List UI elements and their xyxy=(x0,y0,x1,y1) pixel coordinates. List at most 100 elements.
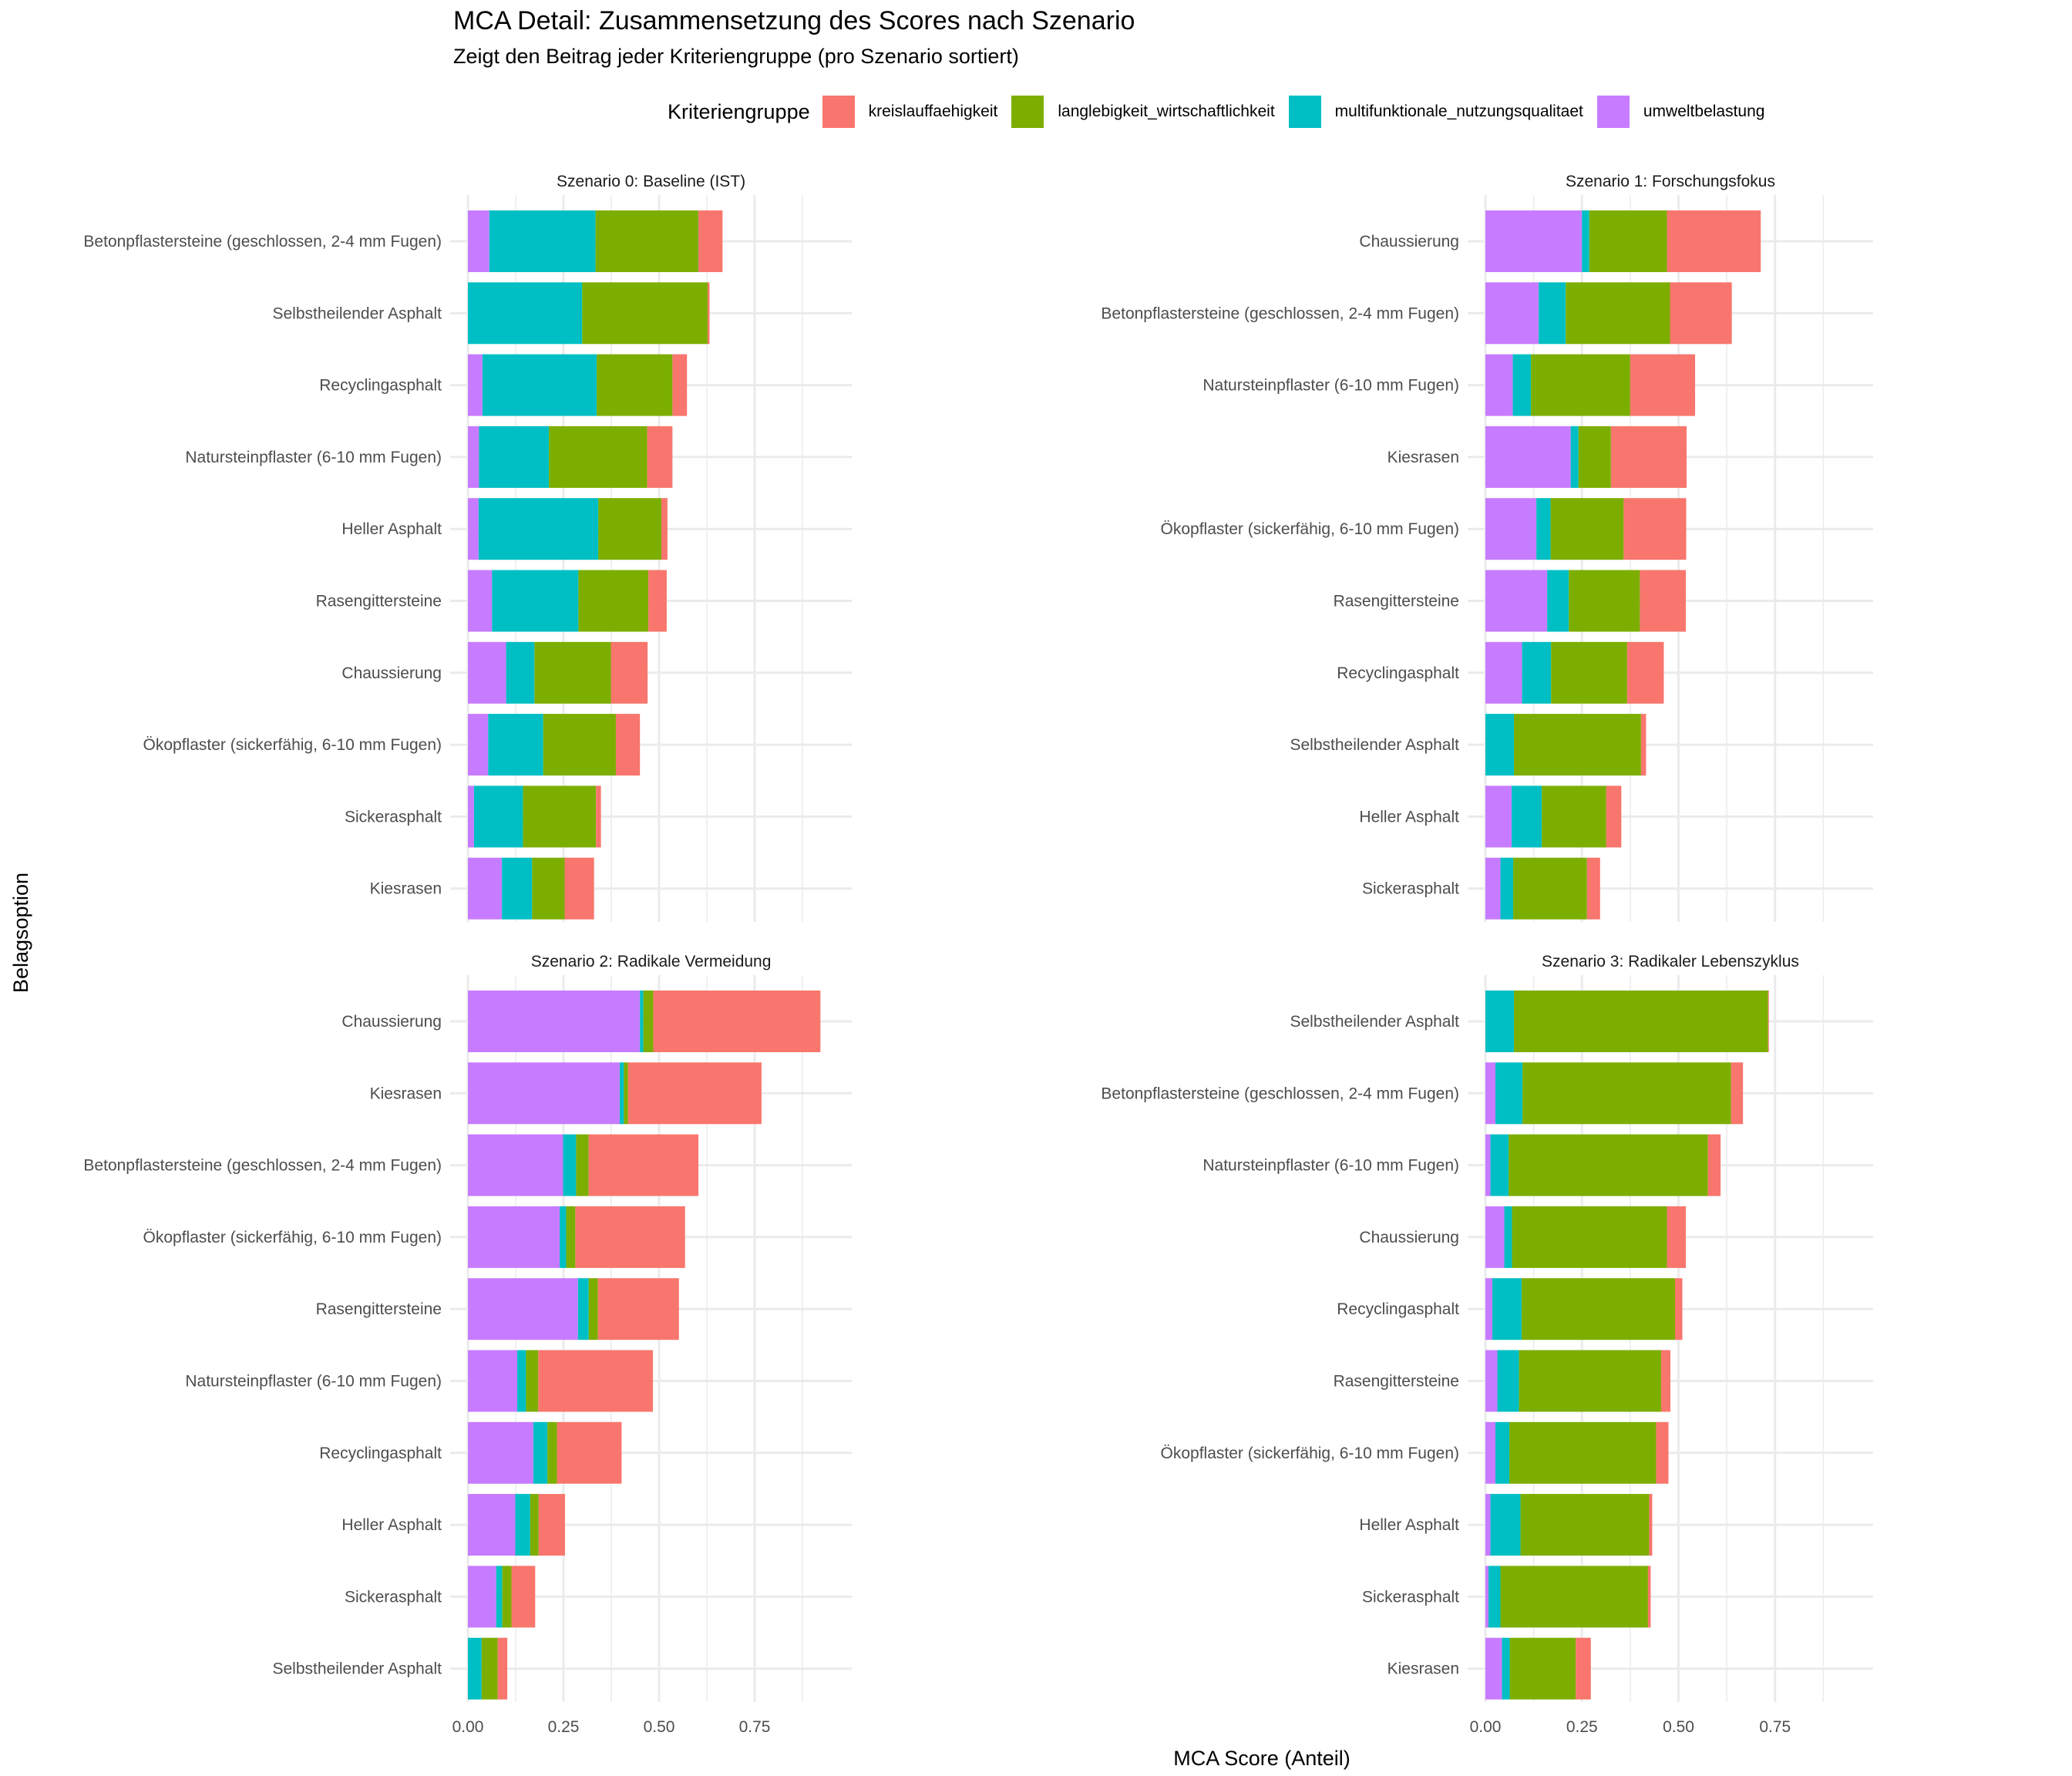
legend: Kriteriengruppe kreislauffaehigkeit lang… xyxy=(668,94,1778,130)
bar-segment-multifunktionale_nutzungsqualitaet xyxy=(496,1566,503,1628)
bar-segment-langlebigkeit_wirtschaftlichkeit xyxy=(1569,570,1640,632)
bar-segment-kreislauffaehigkeit xyxy=(1640,714,1646,776)
legend-title: Kriteriengruppe xyxy=(668,99,810,123)
bar-segment-umweltbelastung xyxy=(468,714,489,776)
bar-segment-kreislauffaehigkeit xyxy=(661,498,668,560)
bar-segment-langlebigkeit_wirtschaftlichkeit xyxy=(502,1566,512,1628)
y-tick-label: Betonpflastersteine (geschlossen, 2-4 mm… xyxy=(83,1157,442,1175)
x-tick-label: 0.25 xyxy=(1566,1718,1598,1736)
legend-label: kreislauffaehigkeit xyxy=(868,103,998,120)
bar-segment-langlebigkeit_wirtschaftlichkeit xyxy=(1509,1421,1657,1484)
bar-segment-umweltbelastung xyxy=(1485,1350,1498,1412)
bar-segment-multifunktionale_nutzungsqualitaet xyxy=(1512,785,1542,848)
bar-segment-umweltbelastung xyxy=(468,1350,517,1412)
x-axis-title: MCA Score (Anteil) xyxy=(1173,1747,1350,1770)
bar-segment-kreislauffaehigkeit xyxy=(1626,641,1664,704)
bar-segment-multifunktionale_nutzungsqualitaet xyxy=(473,785,523,848)
y-tick-label: Betonpflastersteine (geschlossen, 2-4 mm… xyxy=(1101,1085,1459,1102)
bar-segment-multifunktionale_nutzungsqualitaet xyxy=(563,1134,577,1196)
y-tick-label: Kiesrasen xyxy=(370,1085,442,1102)
y-tick-label: Ökopflaster (sickerfähig, 6-10 mm Fugen) xyxy=(143,1229,442,1246)
bar-segment-langlebigkeit_wirtschaftlichkeit xyxy=(595,210,699,272)
bar-segment-kreislauffaehigkeit xyxy=(596,785,601,848)
bar-segment-langlebigkeit_wirtschaftlichkeit xyxy=(578,570,649,632)
bar-segment-multifunktionale_nutzungsqualitaet xyxy=(502,857,533,920)
bar-segment-multifunktionale_nutzungsqualitaet xyxy=(640,991,644,1052)
facet-title: Szenario 2: Radikale Vermeidung xyxy=(531,953,772,970)
bar-segment-umweltbelastung xyxy=(468,1206,560,1268)
y-tick-label: Selbstheilender Asphalt xyxy=(1290,1013,1460,1031)
bar-segment-langlebigkeit_wirtschaftlichkeit xyxy=(1522,1062,1731,1125)
y-tick-label: Heller Asphalt xyxy=(341,520,442,538)
bar-segment-langlebigkeit_wirtschaftlichkeit xyxy=(624,1062,628,1125)
bar-segment-multifunktionale_nutzungsqualitaet xyxy=(1547,570,1569,632)
bar-segment-kreislauffaehigkeit xyxy=(1623,498,1687,560)
bar-segment-multifunktionale_nutzungsqualitaet xyxy=(1495,1062,1523,1125)
bar-segment-multifunktionale_nutzungsqualitaet xyxy=(1490,1494,1521,1556)
bar-segment-umweltbelastung xyxy=(1485,1278,1493,1340)
x-tick-label: 0.50 xyxy=(644,1718,675,1736)
bar-segment-kreislauffaehigkeit xyxy=(707,282,710,345)
bar-segment-langlebigkeit_wirtschaftlichkeit xyxy=(1519,1350,1661,1412)
bar-segment-multifunktionale_nutzungsqualitaet xyxy=(1504,1206,1512,1268)
bar-segment-umweltbelastung xyxy=(1485,641,1522,704)
bar-segment-umweltbelastung xyxy=(1485,1494,1491,1556)
facet-panel-0: Szenario 0: Baseline (IST) Betonpflasters… xyxy=(83,173,853,922)
y-tick-label: Kiesrasen xyxy=(1388,1660,1459,1678)
bar-segment-multifunktionale_nutzungsqualitaet xyxy=(1485,991,1515,1052)
bar-segment-kreislauffaehigkeit xyxy=(698,210,723,272)
bar-segment-umweltbelastung xyxy=(1485,426,1571,488)
bar-segment-kreislauffaehigkeit xyxy=(1630,354,1696,416)
legend-item-umweltbelastung: umweltbelastung xyxy=(1596,96,1764,128)
bar-segment-umweltbelastung xyxy=(468,1494,516,1556)
bar-segment-langlebigkeit_wirtschaftlichkeit xyxy=(1509,1637,1576,1700)
bar-segment-kreislauffaehigkeit xyxy=(647,426,673,488)
bar-segment-kreislauffaehigkeit xyxy=(1731,1062,1744,1125)
bar-segment-umweltbelastung xyxy=(1485,1206,1505,1268)
bar-segment-langlebigkeit_wirtschaftlichkeit xyxy=(588,1278,598,1340)
bar-segment-multifunktionale_nutzungsqualitaet xyxy=(1497,1350,1519,1412)
bar-segment-kreislauffaehigkeit xyxy=(627,1062,762,1125)
bar-segment-umweltbelastung xyxy=(468,354,483,416)
y-tick-label: Natursteinpflaster (6-10 mm Fugen) xyxy=(185,1373,442,1391)
y-tick-label: Chaussierung xyxy=(1359,1229,1459,1246)
bar-segment-umweltbelastung xyxy=(1485,1062,1496,1125)
bar-segment-umweltbelastung xyxy=(1485,1421,1496,1484)
bar-segment-kreislauffaehigkeit xyxy=(672,354,688,416)
bar-segment-umweltbelastung xyxy=(1485,210,1583,272)
bar-segment-langlebigkeit_wirtschaftlichkeit xyxy=(1514,991,1768,1052)
bar-segment-umweltbelastung xyxy=(1485,857,1501,920)
bar-segment-langlebigkeit_wirtschaftlichkeit xyxy=(549,426,648,488)
bar-segment-multifunktionale_nutzungsqualitaet xyxy=(619,1062,624,1125)
y-tick-label: Selbstheilender Asphalt xyxy=(1290,736,1460,754)
bar-segment-kreislauffaehigkeit xyxy=(1649,1494,1653,1556)
y-tick-label: Sickerasphalt xyxy=(345,1588,442,1606)
x-tick-label: 0.50 xyxy=(1663,1718,1694,1736)
bar-segment-multifunktionale_nutzungsqualitaet xyxy=(506,641,535,704)
bar-segment-kreislauffaehigkeit xyxy=(538,1350,654,1412)
bar-segment-multifunktionale_nutzungsqualitaet xyxy=(489,210,596,272)
bar-segment-multifunktionale_nutzungsqualitaet xyxy=(1502,1637,1510,1700)
legend-swatch xyxy=(1288,96,1321,128)
bar-segment-langlebigkeit_wirtschaftlichkeit xyxy=(597,354,673,416)
bar-segment-langlebigkeit_wirtschaftlichkeit xyxy=(1589,210,1667,272)
bar-segment-umweltbelastung xyxy=(468,498,479,560)
x-tick-label: 0.25 xyxy=(548,1718,580,1736)
facet-title: Szenario 0: Baseline (IST) xyxy=(557,173,745,190)
bar-segment-kreislauffaehigkeit xyxy=(1576,1637,1591,1700)
bar-segment-kreislauffaehigkeit xyxy=(648,570,667,632)
bar-segment-umweltbelastung xyxy=(468,641,506,704)
y-axis-title: Belagsoption xyxy=(9,873,32,993)
bar-segment-multifunktionale_nutzungsqualitaet xyxy=(1495,1421,1510,1484)
bar-segment-multifunktionale_nutzungsqualitaet xyxy=(1582,210,1589,272)
y-tick-label: Sickerasphalt xyxy=(1362,1588,1459,1606)
bar-segment-langlebigkeit_wirtschaftlichkeit xyxy=(532,857,565,920)
bar-segment-multifunktionale_nutzungsqualitaet xyxy=(533,1421,548,1484)
bar-segment-langlebigkeit_wirtschaftlichkeit xyxy=(1531,354,1630,416)
bar-segment-multifunktionale_nutzungsqualitaet xyxy=(1512,354,1532,416)
bar-segment-kreislauffaehigkeit xyxy=(610,641,648,704)
x-tick-label: 0.00 xyxy=(452,1718,484,1736)
y-tick-label: Natursteinpflaster (6-10 mm Fugen) xyxy=(185,449,442,466)
bar-segment-multifunktionale_nutzungsqualitaet xyxy=(479,426,550,488)
bar-segment-kreislauffaehigkeit xyxy=(557,1421,622,1484)
